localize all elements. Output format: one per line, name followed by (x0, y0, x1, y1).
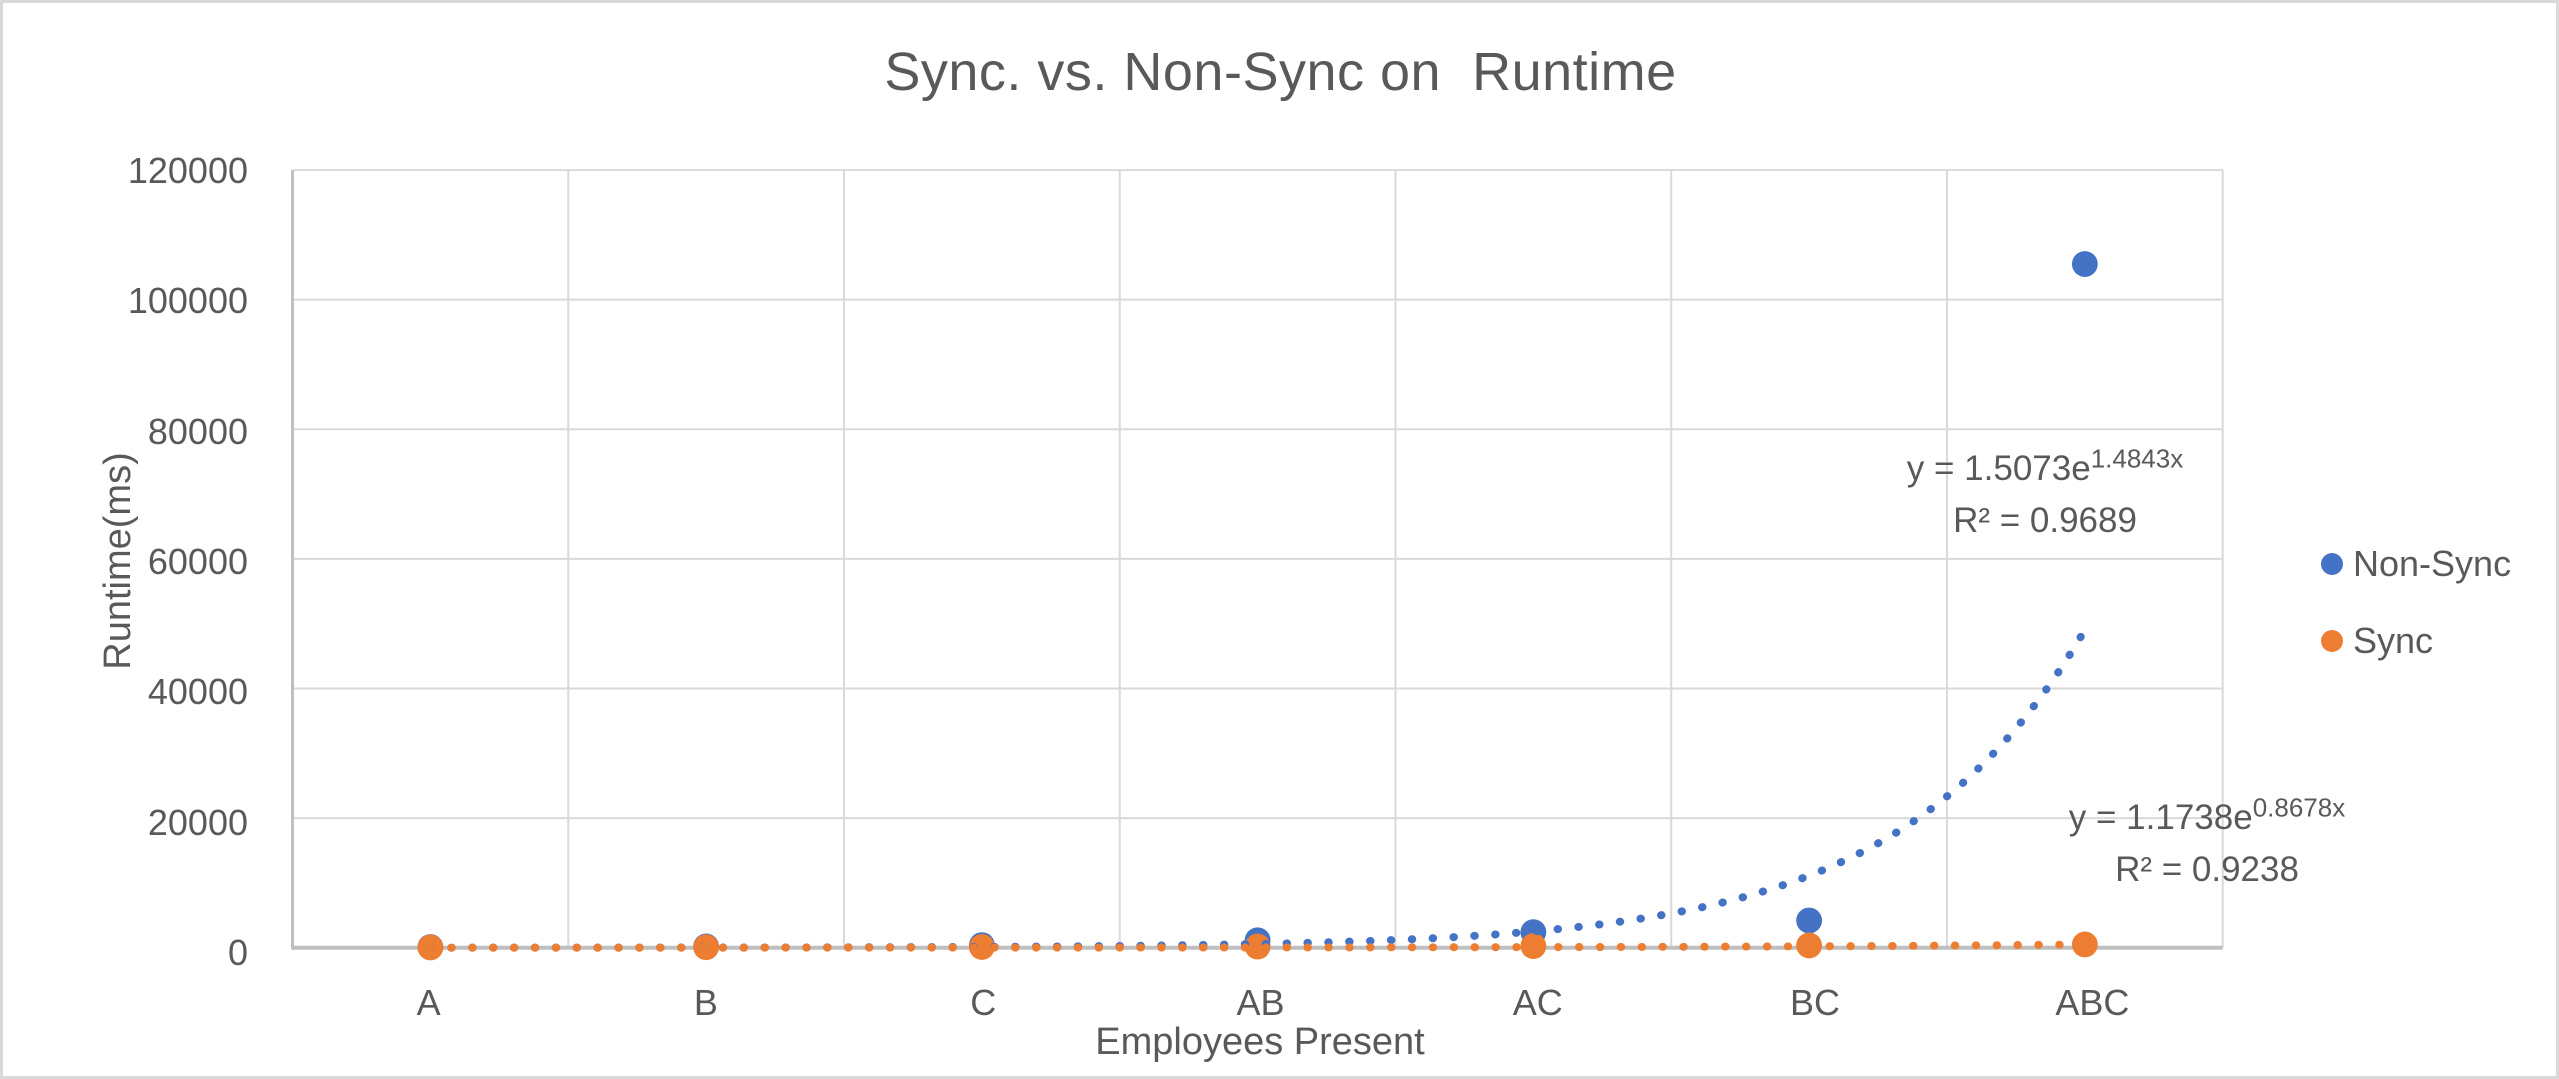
point-Sync-AB (1244, 933, 1271, 960)
gridlines (292, 169, 2224, 948)
x-tick-label-B: B (693, 982, 718, 1023)
equation-line: y = 1.1738e0.8678x (1947, 792, 2467, 844)
equation-base: y = 1.5073e (1906, 449, 2091, 488)
equation-exponent: 0.8678x (2252, 792, 2346, 823)
point-Non-Sync-ABC (2071, 251, 2098, 277)
x-axis-title: Employees Present (1095, 1021, 1425, 1063)
equation-line: y = 1.5073e1.4843x (1785, 443, 2305, 495)
legend-entry-sync: Sync (2321, 620, 2434, 661)
y-tick-label: 60000 (147, 541, 248, 582)
trendline-Sync (426, 940, 2089, 952)
y-tick-label: 40000 (147, 671, 248, 713)
legend-entry-nonsync: Non-Sync (2321, 543, 2512, 584)
point-Sync-ABC (2071, 931, 2098, 958)
y-tick-label: 20000 (147, 801, 248, 843)
equation-exponent: 1.4843x (2090, 443, 2184, 474)
x-tick-label-AC: AC (1512, 982, 1563, 1023)
trendline-equation-sync: y = 1.1738e0.8678x R² = 0.9238 (1947, 792, 2467, 896)
y-tick-label: 0 (227, 932, 248, 973)
data-points (417, 251, 2098, 961)
point-Sync-C (968, 934, 995, 960)
y-tick-label: 100000 (127, 280, 248, 322)
trendline-equation-nonsync: y = 1.5073e1.4843x R² = 0.9689 (1785, 443, 2305, 547)
chart-title: Sync. vs. Non-Sync on Runtime (884, 42, 1677, 102)
legend-marker-nonsync (2321, 553, 2343, 575)
x-tick-label-BC: BC (1790, 982, 1841, 1023)
legend-label-nonsync: Non-Sync (2353, 543, 2512, 584)
equation-base: y = 1.1738e (2068, 798, 2253, 837)
x-tick-label-C: C (970, 982, 997, 1023)
point-Non-Sync-BC (1796, 907, 1823, 934)
x-tick-label-A: A (416, 982, 441, 1023)
r-squared-label: R² = 0.9689 (1953, 501, 2137, 540)
y-tick-label: 80000 (147, 410, 248, 452)
y-tick-label: 120000 (127, 150, 248, 191)
trendline-Non-Sync (426, 625, 2089, 952)
legend-marker-sync (2321, 630, 2343, 652)
plot-area (291, 169, 2224, 961)
trendlines (426, 625, 2089, 952)
x-tick-label-ABC: ABC (2055, 982, 2130, 1023)
x-tick-label-AB: AB (1236, 982, 1285, 1023)
r-squared-label: R² = 0.9238 (2115, 850, 2299, 889)
legend-label-sync: Sync (2353, 620, 2434, 661)
